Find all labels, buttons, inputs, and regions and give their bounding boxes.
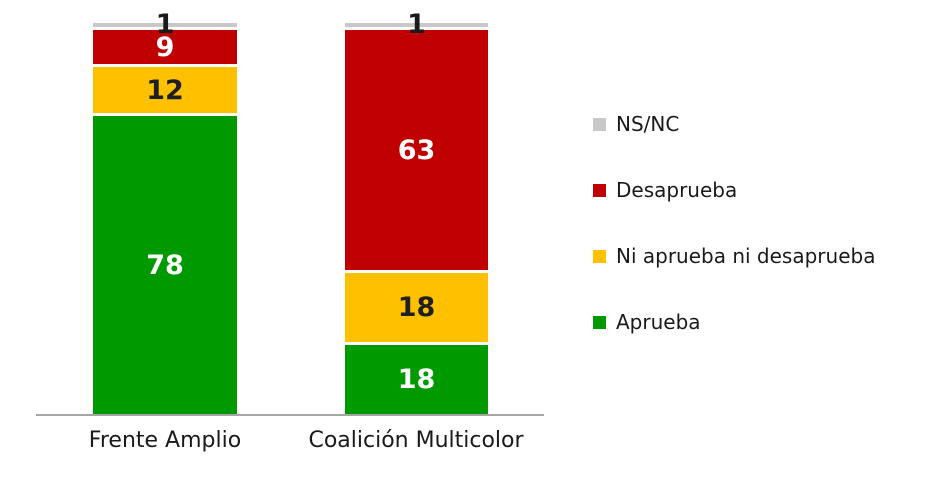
segment-aprueba: 78 (93, 116, 237, 414)
category-label-coalici-n-multicolor: Coalición Multicolor (308, 428, 524, 453)
segment-desaprueba: 63 (345, 29, 488, 271)
legend-label-ns-nc: NS/NC (616, 112, 680, 136)
legend-swatch-ni-aprueba-ni-desaprueba (593, 249, 606, 263)
legend-item-desaprueba: Desaprueba (593, 178, 875, 202)
segment-desaprueba: 9 (93, 29, 237, 65)
segment-ns-nc: 1 (345, 11, 488, 38)
legend-swatch-ns-nc (593, 117, 606, 131)
segment-aprueba: 18 (345, 345, 488, 414)
legend-label-desaprueba: Desaprueba (616, 178, 738, 202)
segment-value-label: 9 (155, 31, 175, 63)
bar-frente-amplio: 1 9 12 78 (93, 11, 237, 414)
segment-ni-aprueba-ni-desaprueba: 18 (345, 273, 488, 343)
bar-coalici-n-multicolor: 1 63 18 18 (345, 11, 488, 414)
legend-swatch-desaprueba (593, 183, 606, 197)
legend: NS/NC Desaprueba Ni aprueba ni desaprueba A… (593, 112, 875, 376)
legend-item-aprueba: Aprueba (593, 310, 875, 334)
category-label-frente-amplio: Frente Amplio (88, 428, 242, 453)
segment-value-label: 18 (397, 292, 436, 324)
legend-label-ni-aprueba-ni-desaprueba: Ni aprueba ni desaprueba (616, 244, 876, 268)
segment-value-label: 18 (397, 364, 436, 396)
segment-value-label: 63 (397, 134, 436, 166)
legend-swatch-aprueba (593, 315, 606, 329)
segment-value-label: 12 (146, 74, 184, 106)
legend-label-aprueba: Aprueba (616, 310, 701, 334)
x-axis-line (36, 414, 544, 416)
segment-ni-aprueba-ni-desaprueba: 12 (93, 67, 237, 114)
segment-ns-nc: 1 (93, 11, 237, 38)
legend-item-ns-nc: NS/NC (593, 112, 875, 136)
legend-item-ni-aprueba-ni-desaprueba: Ni aprueba ni desaprueba (593, 244, 875, 268)
segment-value-label: 78 (146, 249, 184, 281)
